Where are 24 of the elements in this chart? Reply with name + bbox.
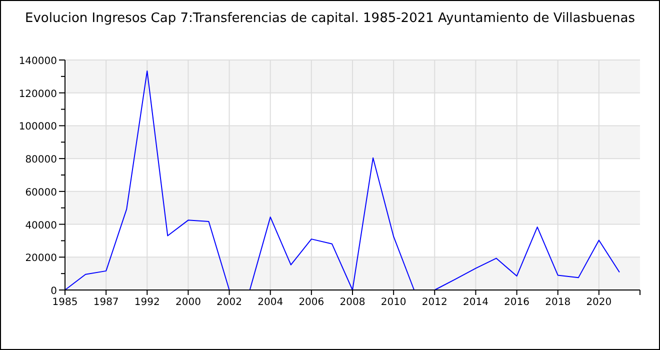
x-tick-label: 2002 bbox=[216, 297, 242, 308]
y-tick-label: 80000 bbox=[25, 154, 57, 166]
x-tick-label: 2004 bbox=[258, 297, 284, 308]
x-tick-label: 2014 bbox=[462, 297, 488, 308]
y-tick-label: 140000 bbox=[18, 56, 57, 67]
x-tick-label: 2016 bbox=[504, 297, 530, 308]
y-tick-label: 120000 bbox=[18, 88, 57, 100]
x-tick-label: 2008 bbox=[340, 297, 366, 308]
x-tick-label: 2006 bbox=[298, 297, 324, 308]
x-tick-label: 1985 bbox=[52, 297, 78, 308]
y-tick-label: 40000 bbox=[25, 220, 57, 232]
x-tick-label: 2018 bbox=[545, 297, 571, 308]
y-tick-label: 20000 bbox=[25, 253, 57, 264]
x-tick-label: 1992 bbox=[134, 297, 160, 308]
y-tick-label: 100000 bbox=[18, 122, 57, 133]
x-tick-label: 2000 bbox=[175, 297, 201, 308]
chart-title: Evolucion Ingresos Cap 7:Transferencias de capital. 1985-2021 Ayuntamiento de Villasbuenas bbox=[24, 11, 636, 26]
x-tick-label: 2020 bbox=[586, 297, 612, 308]
y-tick-label: 60000 bbox=[25, 187, 57, 198]
x-tick-label: 2012 bbox=[422, 297, 448, 308]
y-tick-label: 0 bbox=[50, 286, 57, 297]
line-series bbox=[64, 70, 620, 290]
x-tick-label: 1987 bbox=[93, 297, 119, 308]
x-tick-label: 2010 bbox=[380, 297, 406, 308]
